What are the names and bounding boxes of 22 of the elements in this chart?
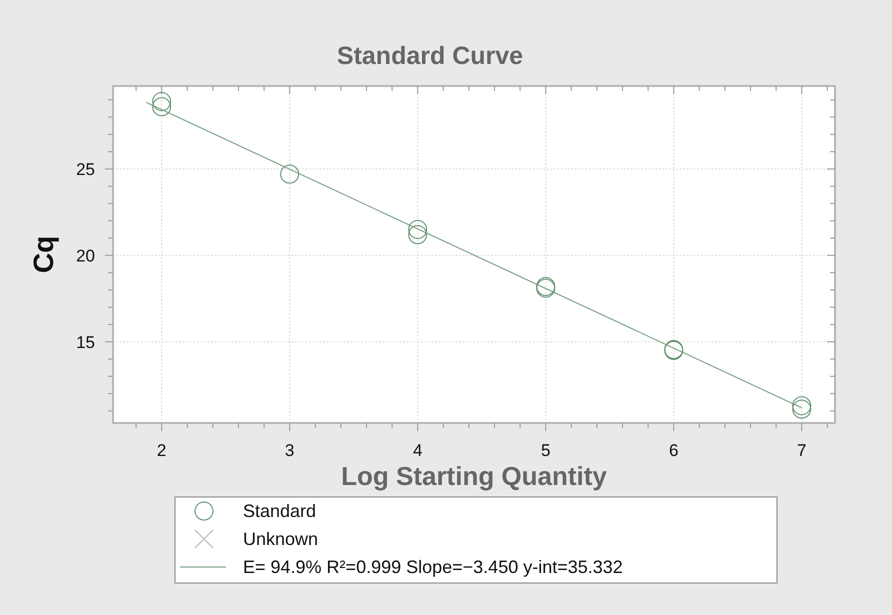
x-tick-label: 2 — [156, 441, 166, 460]
y-tick-label: 20 — [76, 246, 95, 266]
x-tick-label: 6 — [668, 441, 678, 460]
x-axis-title: Log Starting Quantity — [341, 461, 608, 491]
point — [792, 400, 812, 419]
legend-label: E= 94.9% R²=0.999 Slope=−3.450 y-int=35.332 — [243, 557, 623, 577]
x-tick-label: 3 — [284, 441, 294, 460]
point — [408, 225, 428, 244]
x-tick-label: 7 — [796, 441, 806, 460]
point — [152, 92, 172, 112]
x-tick-label: 5 — [540, 441, 550, 460]
x-tick-label: 4 — [412, 441, 422, 460]
point — [408, 220, 428, 239]
point — [152, 97, 172, 116]
point — [792, 396, 812, 416]
y-tick-label: 15 — [76, 332, 95, 352]
y-axis-title: Cq — [28, 236, 59, 274]
legend-label: Standard — [243, 501, 316, 521]
point — [280, 164, 300, 184]
y-tick-label: 25 — [76, 160, 95, 179]
legend-label: Unknown — [243, 529, 318, 549]
chart-title: Standard Curve — [336, 42, 524, 70]
